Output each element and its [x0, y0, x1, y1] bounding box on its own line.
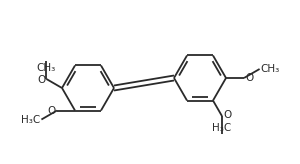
Text: O: O — [48, 105, 56, 115]
Text: H₃C: H₃C — [21, 114, 40, 124]
Text: O: O — [37, 75, 45, 85]
Text: CH₃: CH₃ — [37, 63, 56, 73]
Text: O: O — [245, 73, 253, 83]
Text: O: O — [223, 110, 231, 120]
Text: CH₃: CH₃ — [261, 64, 280, 74]
Text: H₃C: H₃C — [212, 123, 232, 133]
